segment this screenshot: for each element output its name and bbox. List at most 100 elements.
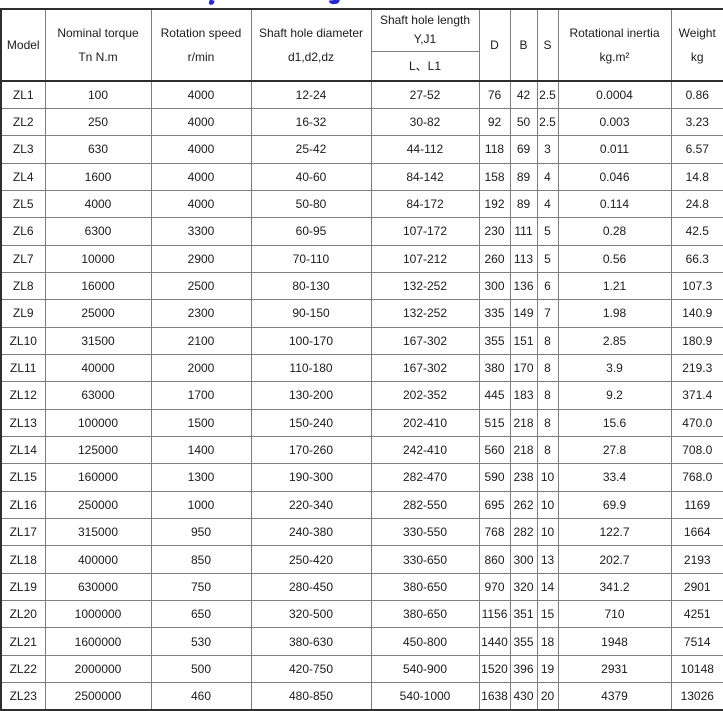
table-cell-model: ZL4 [0,162,46,191]
table-cell-weight: 13026 [670,682,723,711]
table-cell-shaft-hole-length: 202-410 [370,408,480,437]
table-cell-b: 238 [509,463,538,492]
table-cell-shaft-hole-diameter: 25-42 [250,135,372,164]
table-cell-rotation-speed: 950 [150,517,252,547]
table-cell-rotation-speed: 500 [150,654,252,684]
table-cell-b: 351 [509,600,538,629]
table-row: ZL12 63000 1700 130-200 202-352 445 183 8 9.2 371… [0,381,723,410]
table-cell-rotation-speed: 4000 [150,189,252,219]
table-cell-b: 89 [509,189,538,219]
table-row: ZL1 100 4000 12-24 27-52 76 42 2.5 0.0004 0.86 [0,80,723,109]
table-cell-shaft-hole-diameter: 100-170 [250,326,372,355]
table-cell-nominal-torque: 6300 [44,217,152,246]
table-row: ZL19 630000 750 280-450 380-650 970 320 14 341.2… [0,572,723,602]
table-cell-s: 10 [536,490,559,520]
table-cell-rotation-speed: 2900 [150,244,252,273]
table-cell-s: 8 [536,326,559,355]
table-cell-d: 230 [478,217,511,246]
table-cell-shaft-hole-diameter: 16-32 [250,107,372,137]
table-cell-rotational-inertia: 1948 [557,627,672,656]
table-cell-nominal-torque: 2500000 [44,682,152,711]
table-row: ZL16 250000 1000 220-340 282-550 695 262 10 69.9… [0,490,723,520]
table-cell-rotation-speed: 4000 [150,80,252,109]
table-cell-nominal-torque: 125000 [44,435,152,465]
table-cell-weight: 6.57 [670,135,723,164]
table-cell-b: 89 [509,162,538,191]
table-cell-nominal-torque: 31500 [44,326,152,355]
table-cell-shaft-hole-length: 132-252 [370,271,480,301]
table-row: ZL18 400000 850 250-420 330-650 860 300 13 202.7… [0,545,723,574]
table-cell-rotation-speed: 2000 [150,353,252,383]
table-cell-b: 50 [509,107,538,137]
table-cell-b: 113 [509,244,538,273]
table-cell-weight: 14.8 [670,162,723,191]
table-cell-rotation-speed: 1000 [150,490,252,520]
table-cell-weight: 708.0 [670,435,723,465]
table-cell-shaft-hole-length: 30-82 [370,107,480,137]
table-cell-b: 149 [509,299,538,328]
table-cell-rotation-speed: 2300 [150,299,252,328]
table-cell-nominal-torque: 1600000 [44,627,152,656]
cropped-title-remnant [328,0,341,5]
table-cell-shaft-hole-diameter: 250-420 [250,545,372,574]
table-cell-d: 158 [478,162,511,191]
table-cell-model: ZL17 [0,517,46,547]
table-cell-d: 590 [478,463,511,492]
table-cell-model: ZL10 [0,326,46,355]
col-header-label: Rotation speed [160,26,242,40]
table-row: ZL21 1600000 530 380-630 450-800 1440 355 18 194… [0,627,723,656]
table-cell-rotational-inertia: 122.7 [557,517,672,547]
table-cell-d: 355 [478,326,511,355]
table-cell-s: 2.5 [536,80,559,109]
table-cell-nominal-torque: 630 [44,135,152,164]
table-cell-shaft-hole-diameter: 320-500 [250,600,372,629]
table-cell-shaft-hole-length: 282-550 [370,490,480,520]
table-cell-rotational-inertia: 0.28 [557,217,672,246]
table-cell-shaft-hole-diameter: 220-340 [250,490,372,520]
table-cell-model: ZL16 [0,490,46,520]
table-cell-weight: 768.0 [670,463,723,492]
col-header-s: S [536,8,559,82]
table-row: ZL8 16000 2500 80-130 132-252 300 136 6 1.21 107.… [0,271,723,301]
table-cell-s: 8 [536,408,559,437]
table-cell-b: 262 [509,490,538,520]
table-cell-rotational-inertia: 710 [557,600,672,629]
table-cell-weight: 2193 [670,545,723,574]
table-cell-weight: 0.86 [670,80,723,109]
table-cell-rotation-speed: 2500 [150,271,252,301]
table-cell-nominal-torque: 315000 [44,517,152,547]
table-cell-shaft-hole-diameter: 420-750 [250,654,372,684]
table-cell-rotational-inertia: 0.56 [557,244,672,273]
table-cell-b: 69 [509,135,538,164]
table-cell-model: ZL6 [0,217,46,246]
table-cell-model: ZL13 [0,408,46,437]
table-cell-model: ZL22 [0,654,46,684]
table-header: Model Nominal torque Tn N.m Rotation spe… [0,8,723,82]
table-cell-shaft-hole-length: 44-112 [370,135,480,164]
table-cell-rotation-speed: 1700 [150,381,252,410]
table-cell-shaft-hole-diameter: 50-80 [250,189,372,219]
col-header-model: Model [0,8,46,82]
table-cell-s: 4 [536,189,559,219]
table-cell-s: 6 [536,271,559,301]
table-cell-weight: 470.0 [670,408,723,437]
col-subheader-shaft-hole-length: L、L1 [370,50,480,82]
table-cell-rotational-inertia: 2931 [557,654,672,684]
table-cell-d: 695 [478,490,511,520]
table-cell-shaft-hole-length: 330-650 [370,545,480,574]
table-cell-d: 1638 [478,682,511,711]
table-cell-d: 335 [478,299,511,328]
table-cell-weight: 371.4 [670,381,723,410]
table-cell-nominal-torque: 1000000 [44,600,152,629]
table-cell-shaft-hole-diameter: 80-130 [250,271,372,301]
table-cell-model: ZL23 [0,682,46,711]
table-row: ZL17 315000 950 240-380 330-550 768 282 10 122.7… [0,517,723,547]
table-cell-rotation-speed: 460 [150,682,252,711]
table-cell-s: 4 [536,162,559,191]
table-cell-s: 7 [536,299,559,328]
table-cell-rotational-inertia: 69.9 [557,490,672,520]
table-cell-rotational-inertia: 15.6 [557,408,672,437]
col-header-unit: r/min [187,50,215,64]
table-cell-b: 111 [509,217,538,246]
table-cell-weight: 42.5 [670,217,723,246]
